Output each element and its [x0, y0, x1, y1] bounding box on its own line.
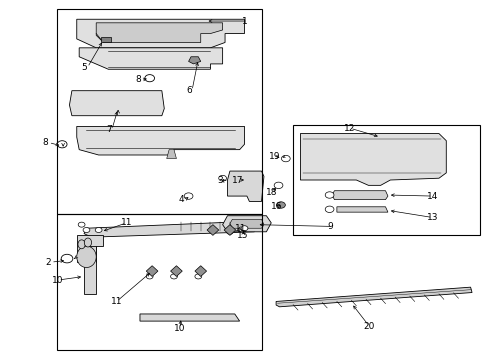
- Polygon shape: [195, 266, 206, 276]
- Text: 8: 8: [135, 76, 141, 85]
- Text: 9: 9: [326, 222, 332, 231]
- Circle shape: [146, 274, 153, 279]
- Circle shape: [83, 228, 90, 233]
- Text: 3: 3: [217, 176, 223, 185]
- Polygon shape: [77, 19, 244, 48]
- Polygon shape: [245, 221, 258, 228]
- Polygon shape: [77, 126, 244, 155]
- Circle shape: [276, 202, 285, 208]
- Text: 16: 16: [271, 202, 282, 211]
- Polygon shape: [229, 219, 264, 228]
- Text: 11: 11: [120, 219, 132, 228]
- Circle shape: [195, 274, 201, 279]
- Text: 5: 5: [81, 63, 87, 72]
- Circle shape: [281, 156, 289, 162]
- Circle shape: [226, 229, 233, 234]
- Text: 11: 11: [111, 297, 122, 306]
- Circle shape: [274, 182, 283, 189]
- Polygon shape: [188, 57, 201, 64]
- Circle shape: [325, 206, 333, 212]
- Bar: [57, 214, 261, 350]
- Text: 7: 7: [106, 126, 111, 135]
- Polygon shape: [170, 266, 182, 276]
- Polygon shape: [96, 23, 222, 42]
- Polygon shape: [222, 216, 271, 232]
- Text: 8: 8: [42, 138, 48, 147]
- Text: 17: 17: [232, 176, 244, 185]
- Bar: [57, 9, 261, 214]
- Polygon shape: [206, 225, 218, 235]
- Circle shape: [144, 75, 154, 82]
- Text: 20: 20: [363, 322, 374, 331]
- Polygon shape: [166, 150, 176, 158]
- Text: 10: 10: [174, 324, 185, 333]
- Circle shape: [95, 228, 102, 233]
- Polygon shape: [84, 246, 96, 294]
- Polygon shape: [140, 314, 239, 321]
- Text: 4: 4: [179, 195, 184, 204]
- Text: 12: 12: [344, 124, 355, 133]
- Polygon shape: [276, 287, 471, 307]
- Circle shape: [184, 193, 193, 199]
- Polygon shape: [300, 134, 446, 185]
- Polygon shape: [146, 266, 158, 276]
- Circle shape: [241, 226, 247, 231]
- Circle shape: [78, 222, 85, 227]
- Polygon shape: [336, 207, 387, 212]
- Polygon shape: [227, 171, 264, 202]
- Bar: [292, 125, 479, 235]
- Text: 19: 19: [268, 152, 280, 161]
- Ellipse shape: [77, 246, 96, 267]
- Text: 6: 6: [186, 86, 191, 95]
- Ellipse shape: [84, 238, 91, 247]
- Text: 15: 15: [237, 231, 248, 240]
- Polygon shape: [331, 191, 387, 200]
- Ellipse shape: [78, 240, 85, 249]
- Polygon shape: [101, 37, 111, 42]
- Text: 11: 11: [234, 224, 246, 233]
- Circle shape: [170, 274, 177, 279]
- Text: 10: 10: [52, 275, 64, 284]
- Polygon shape: [77, 235, 103, 262]
- Polygon shape: [69, 91, 164, 116]
- Circle shape: [218, 175, 226, 181]
- Circle shape: [325, 192, 333, 198]
- Circle shape: [57, 141, 67, 148]
- Polygon shape: [224, 225, 235, 235]
- Text: 14: 14: [426, 192, 437, 201]
- Polygon shape: [79, 48, 222, 69]
- Circle shape: [61, 254, 73, 263]
- Text: 1: 1: [242, 17, 247, 26]
- Text: 18: 18: [266, 188, 277, 197]
- Text: 13: 13: [426, 213, 437, 222]
- Text: 2: 2: [45, 258, 51, 267]
- Polygon shape: [84, 221, 256, 237]
